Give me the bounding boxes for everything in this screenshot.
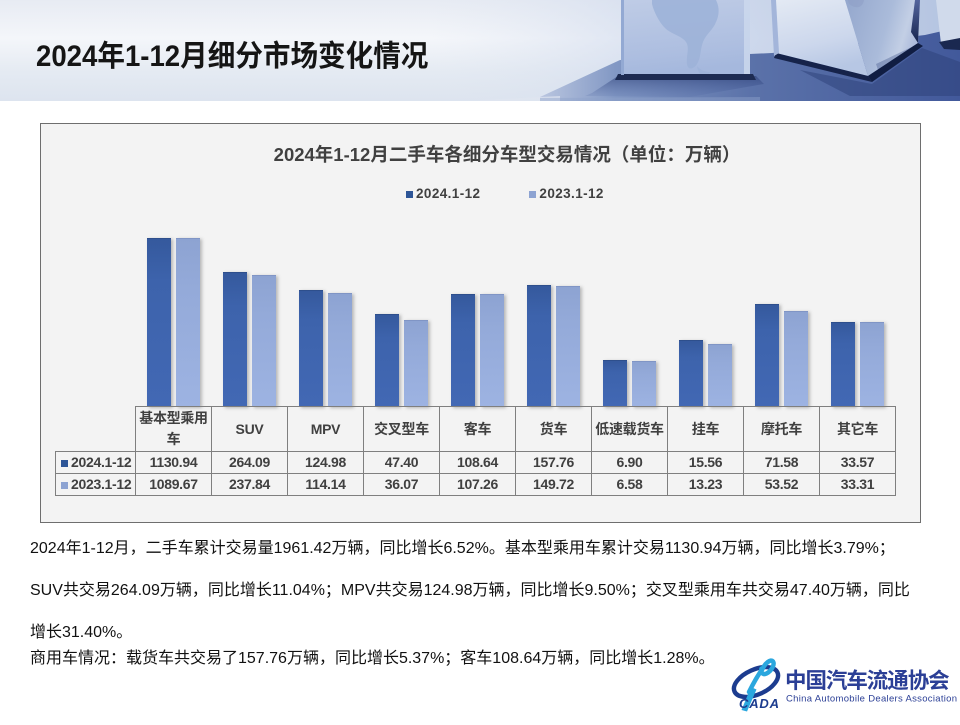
svg-text:China Automobile Dealers Assoc: China Automobile Dealers Association [786, 694, 957, 705]
svg-text:CADA: CADA [739, 696, 780, 711]
svg-text:中国汽车流通协会: 中国汽车流通协会 [785, 669, 949, 693]
